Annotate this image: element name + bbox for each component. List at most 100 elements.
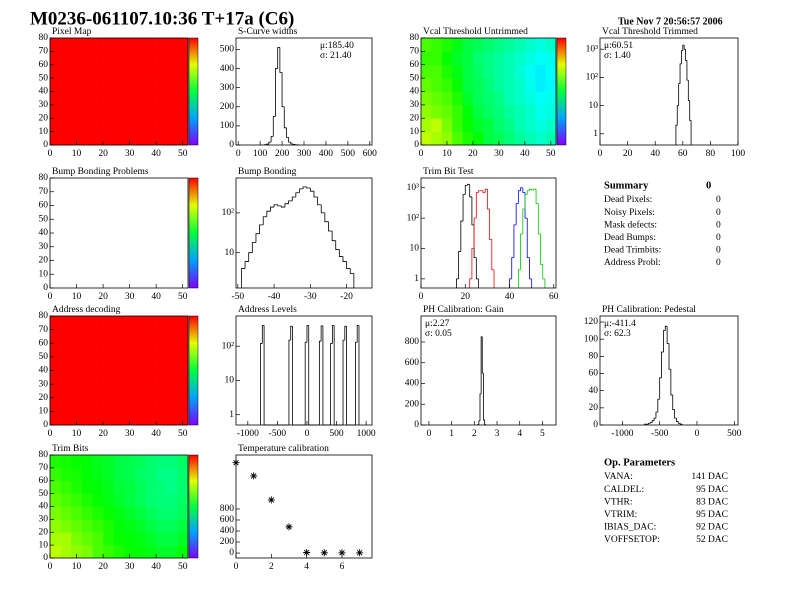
heat-cell xyxy=(145,118,157,132)
heat-cell xyxy=(92,91,104,106)
heat-cell xyxy=(81,38,93,52)
histogram-bin xyxy=(268,141,272,145)
histogram-bin xyxy=(283,106,287,129)
heat-cell xyxy=(50,493,61,507)
heat-cell xyxy=(81,532,93,546)
heat-cell xyxy=(103,356,114,371)
heat-cell xyxy=(103,467,114,482)
heat-cell xyxy=(452,51,463,66)
summary-value: 0 xyxy=(716,258,721,268)
x-tick-label: 500 xyxy=(341,149,356,159)
heat-cell xyxy=(113,455,125,469)
y-tick-label: 70 xyxy=(410,47,420,57)
x-tick-label: 20 xyxy=(98,292,108,302)
histogram-bin xyxy=(355,341,358,425)
heat-cell xyxy=(124,370,136,385)
heat-cell xyxy=(156,467,168,482)
histogram-bin xyxy=(677,421,681,424)
heat-cell xyxy=(493,91,505,106)
heat-cell xyxy=(452,91,463,106)
heat-cell xyxy=(81,370,93,385)
x-tick-label: -500 xyxy=(269,429,287,439)
heat-cell xyxy=(145,545,157,559)
x-tick-label: 40 xyxy=(520,149,530,159)
op-label: VOFFSETOP: xyxy=(604,535,660,545)
x-tick-label: 100 xyxy=(253,149,268,159)
y-tick-label: 100 xyxy=(220,121,235,131)
heat-cell xyxy=(50,356,61,371)
x-tick-label: 2 xyxy=(269,562,274,572)
histogram-bin xyxy=(342,339,345,425)
heat-cell xyxy=(81,493,93,507)
heat-cell xyxy=(177,51,189,66)
heat-cell xyxy=(50,104,61,119)
histogram-bin xyxy=(295,192,300,198)
y-tick-label: 0 xyxy=(43,420,48,430)
histogram-bin xyxy=(535,189,539,205)
heat-cell xyxy=(113,38,125,52)
heat-cell xyxy=(156,316,168,330)
colorbar xyxy=(188,454,199,559)
histogram-bin xyxy=(344,325,347,341)
heat-cell xyxy=(92,411,104,426)
heat-cell xyxy=(81,131,93,146)
heat-cell xyxy=(71,519,83,533)
heat-cell xyxy=(421,91,432,106)
heat-cell xyxy=(60,411,72,426)
x-tick-label: 10 xyxy=(442,149,452,159)
scatter-point xyxy=(356,549,364,557)
summary-label: Address Probl: xyxy=(604,258,661,268)
op-label: VTRIM: xyxy=(604,510,637,520)
heat-cell xyxy=(177,467,189,482)
stats-text: μ:60.51 xyxy=(604,41,633,51)
x-tick-label: 1 xyxy=(449,429,454,439)
histogram-bin xyxy=(655,411,658,419)
heat-cell xyxy=(50,411,61,426)
heat-cell xyxy=(60,493,72,507)
summary-label: Mask defects: xyxy=(604,219,657,230)
heat-cell xyxy=(421,131,432,146)
heat-cell xyxy=(81,104,93,119)
y-tick-label: 400 xyxy=(405,379,420,389)
heat-cell xyxy=(50,329,61,344)
heat-cell xyxy=(441,51,453,66)
scatter-point xyxy=(285,523,293,531)
y-tick-label: 50 xyxy=(39,214,49,224)
histogram-bin xyxy=(478,190,481,193)
heat-cell xyxy=(50,384,61,399)
heat-cell xyxy=(177,532,189,546)
histogram-bin xyxy=(331,325,335,344)
y-tick-label: 50 xyxy=(410,73,420,83)
heat-cell xyxy=(177,397,189,412)
heat-cell xyxy=(545,104,557,119)
heat-cell xyxy=(166,78,178,92)
colorbar xyxy=(556,37,567,146)
heat-cell xyxy=(145,493,157,507)
y-tick-label: 1 xyxy=(229,410,234,420)
x-tick-label: 50 xyxy=(178,292,188,302)
histogram-bin xyxy=(284,203,289,208)
x-tick-label: -500 xyxy=(651,429,669,439)
histogram-bin xyxy=(280,205,285,208)
y-tick-label: 600 xyxy=(220,515,235,525)
y-tick-label: 0 xyxy=(593,420,598,430)
heat-cell xyxy=(483,78,494,92)
histogram-bin xyxy=(542,264,545,280)
heat-cell xyxy=(504,118,515,132)
heat-cell xyxy=(134,480,146,494)
summary-label: Noisy Pixels: xyxy=(604,208,655,218)
heat-cell xyxy=(166,316,178,330)
heat-cell xyxy=(545,118,557,132)
histogram-bin xyxy=(330,343,333,425)
histogram-bin xyxy=(346,261,351,269)
y-tick-label: 1 xyxy=(414,274,419,284)
heat-cell xyxy=(103,519,114,533)
heat-cell xyxy=(166,545,178,559)
y-tick-label: 120 xyxy=(584,317,599,327)
op-label: VANA: xyxy=(604,472,633,482)
y-tick-label: 600 xyxy=(405,358,420,368)
histogram-bin xyxy=(526,218,530,259)
histogram-bin xyxy=(288,200,293,204)
histogram-bin xyxy=(517,269,521,288)
heat-cell xyxy=(113,545,125,559)
